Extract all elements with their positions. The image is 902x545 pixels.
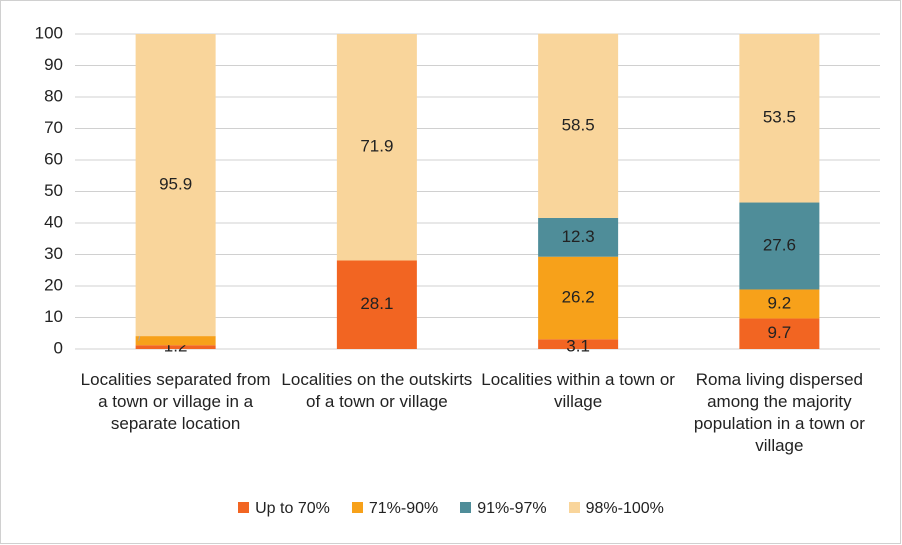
legend-swatch bbox=[351, 502, 363, 513]
data-label: 9.7 bbox=[768, 323, 792, 342]
legend-label: Up to 70% bbox=[255, 500, 330, 517]
y-tick-label: 10 bbox=[44, 307, 63, 326]
legend: Up to 70% 71%-90% 91%-97% 98%-100% bbox=[0, 500, 902, 518]
legend-label: 91%-97% bbox=[477, 500, 547, 517]
legend-swatch bbox=[568, 502, 580, 513]
legend-swatch bbox=[460, 502, 472, 513]
bar-segment bbox=[739, 289, 820, 319]
legend-item: 91%-97% bbox=[460, 500, 547, 518]
bar-segment bbox=[336, 34, 417, 261]
data-label: 95.9 bbox=[159, 175, 192, 194]
legend-item: Up to 70% bbox=[238, 500, 330, 518]
y-tick-label: 40 bbox=[44, 212, 63, 231]
y-tick-label: 30 bbox=[44, 244, 63, 263]
bar-segment bbox=[135, 34, 216, 337]
x-tick-label: Roma living dispersed among the majority… bbox=[693, 370, 865, 455]
bar-segment bbox=[135, 345, 216, 349]
y-tick-label: 70 bbox=[44, 118, 63, 137]
x-tick-label: Localities within a town or village bbox=[481, 370, 675, 411]
y-tick-label: 20 bbox=[44, 275, 63, 294]
bar-segment bbox=[538, 256, 619, 340]
bar-segment bbox=[538, 217, 619, 257]
y-tick-label: 50 bbox=[44, 181, 63, 200]
bar-segment bbox=[538, 33, 619, 218]
legend-item: 71%-90% bbox=[351, 500, 439, 518]
legend-label: 98%-100% bbox=[585, 500, 664, 517]
data-label: 12.3 bbox=[562, 227, 595, 246]
x-tick-label: Localities separated from a town or vill… bbox=[80, 370, 271, 433]
y-tick-label: 60 bbox=[44, 149, 63, 168]
bar-segment bbox=[739, 318, 820, 349]
legend-swatch bbox=[238, 502, 250, 513]
x-tick-label: Localities on the outskirts of a town or… bbox=[281, 370, 473, 411]
data-label: 26.2 bbox=[562, 287, 595, 306]
bar-segment bbox=[538, 339, 619, 349]
data-label: 53.5 bbox=[763, 108, 796, 127]
data-label: 71.9 bbox=[360, 137, 393, 156]
data-label: 27.6 bbox=[763, 235, 796, 254]
data-label: 3.1 bbox=[566, 336, 590, 355]
y-tick-label: 0 bbox=[54, 338, 63, 357]
bar-segment bbox=[135, 336, 216, 346]
bar-segment bbox=[739, 34, 820, 203]
legend-item: 98%-100% bbox=[568, 500, 664, 518]
bar-segment bbox=[336, 260, 417, 349]
bar-segment bbox=[739, 202, 820, 290]
y-tick-label: 80 bbox=[44, 86, 63, 105]
data-label: 9.2 bbox=[768, 293, 792, 312]
data-label: 28.1 bbox=[360, 294, 393, 313]
y-tick-label: 100 bbox=[35, 23, 63, 42]
data-label: 58.5 bbox=[562, 115, 595, 134]
y-tick-label: 90 bbox=[44, 55, 63, 74]
legend-label: 71%-90% bbox=[368, 500, 439, 517]
